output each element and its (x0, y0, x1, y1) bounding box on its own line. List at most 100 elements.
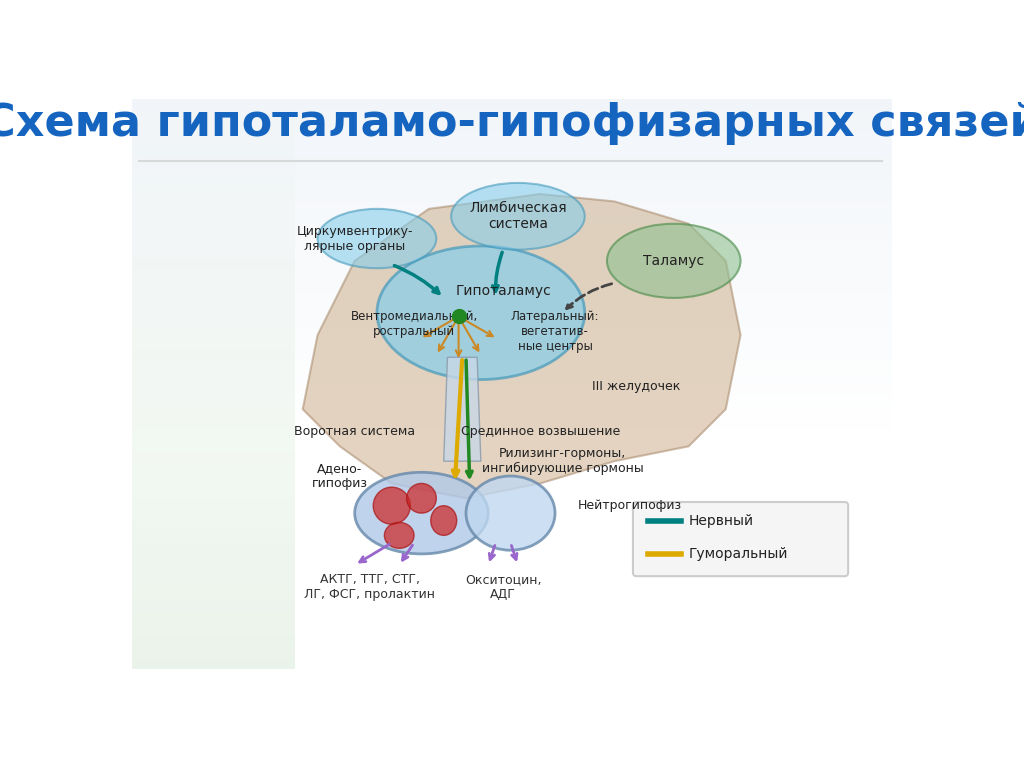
Bar (132, 88, 892, 99)
Bar (132, 646, 295, 657)
Bar (132, 452, 295, 464)
Bar (132, 407, 892, 419)
Bar (132, 566, 295, 578)
Bar (132, 167, 892, 179)
Ellipse shape (431, 505, 457, 535)
Bar (132, 509, 295, 521)
Bar (132, 247, 295, 259)
Bar (132, 396, 295, 407)
Polygon shape (443, 357, 481, 461)
Bar (132, 236, 295, 247)
Bar (132, 384, 295, 396)
Text: Адено-
гипофиз: Адено- гипофиз (312, 462, 368, 490)
Bar (132, 281, 295, 293)
Bar (132, 270, 892, 281)
Ellipse shape (407, 483, 436, 513)
Text: Схема гипоталамо-гипофизарных связей: Схема гипоталамо-гипофизарных связей (0, 102, 1024, 145)
Ellipse shape (384, 522, 414, 548)
Bar (132, 555, 295, 566)
Bar (132, 372, 892, 384)
Text: Нейтрогипофиз: Нейтрогипофиз (578, 499, 681, 512)
Bar (132, 122, 892, 134)
Ellipse shape (377, 246, 585, 379)
Bar (132, 224, 295, 236)
Text: Воротная система: Воротная система (294, 425, 416, 438)
Bar (132, 99, 295, 111)
Bar (132, 327, 295, 339)
Bar (132, 349, 295, 361)
Text: Гипоталамус: Гипоталамус (456, 283, 551, 297)
Bar (132, 544, 295, 555)
Bar (132, 384, 892, 396)
Bar (132, 144, 295, 156)
FancyBboxPatch shape (633, 502, 848, 576)
Text: Вентромедиальный,
ростральный: Вентромедиальный, ростральный (350, 310, 477, 338)
Bar (132, 293, 295, 304)
Bar (132, 419, 295, 429)
Bar (132, 498, 295, 509)
Bar (132, 589, 295, 601)
Text: Лимбическая
система: Лимбическая система (469, 201, 566, 231)
Bar (132, 179, 295, 190)
Text: Таламус: Таламус (643, 253, 705, 268)
Ellipse shape (452, 183, 585, 250)
Bar (132, 236, 892, 247)
Bar (132, 293, 892, 304)
Polygon shape (303, 194, 740, 498)
Text: Гуморальный: Гуморальный (688, 547, 788, 561)
Bar (132, 407, 295, 419)
Bar (132, 224, 892, 236)
Text: Срединное возвышение: Срединное возвышение (461, 425, 620, 438)
Bar (132, 202, 892, 213)
Bar (132, 179, 892, 190)
Bar (132, 419, 892, 429)
Bar (132, 99, 892, 111)
Bar (132, 532, 295, 544)
Bar (132, 487, 295, 498)
Bar (132, 190, 892, 202)
Ellipse shape (607, 223, 740, 298)
Bar (132, 396, 892, 407)
Bar (132, 578, 295, 589)
Bar (132, 156, 892, 167)
Bar (132, 134, 892, 144)
Bar (132, 259, 295, 270)
Bar (132, 190, 295, 202)
Bar (132, 281, 892, 293)
Ellipse shape (373, 487, 411, 525)
Bar (132, 122, 295, 134)
Bar (132, 156, 295, 167)
Bar (132, 316, 295, 327)
Bar (132, 213, 892, 224)
Bar (132, 304, 892, 316)
Bar (132, 167, 295, 179)
Bar (132, 612, 295, 624)
Bar (132, 429, 295, 441)
Bar (132, 339, 892, 349)
Bar (132, 349, 892, 361)
Bar (132, 361, 295, 372)
Text: АКТГ, ТТГ, СТГ,
ЛГ, ФСГ, пролактин: АКТГ, ТТГ, СТГ, ЛГ, ФСГ, пролактин (304, 574, 435, 601)
Bar (132, 270, 295, 281)
Bar (132, 464, 295, 475)
Bar (132, 202, 295, 213)
Bar (132, 247, 892, 259)
Bar (132, 144, 892, 156)
Bar (132, 624, 295, 634)
Ellipse shape (354, 472, 488, 554)
Text: Циркумвентрику-
лярные органы: Циркумвентрику- лярные органы (296, 224, 413, 253)
Ellipse shape (317, 209, 436, 268)
Text: III желудочек: III желудочек (592, 380, 681, 393)
Bar (132, 601, 295, 612)
Bar (132, 111, 295, 122)
Bar (132, 134, 295, 144)
Bar (132, 339, 295, 349)
Bar (132, 259, 892, 270)
Bar (132, 475, 295, 487)
Bar (132, 521, 295, 532)
Bar (132, 111, 892, 122)
Bar (132, 316, 892, 327)
Text: Нервный: Нервный (688, 514, 754, 528)
Bar (132, 213, 295, 224)
Bar (132, 657, 295, 669)
